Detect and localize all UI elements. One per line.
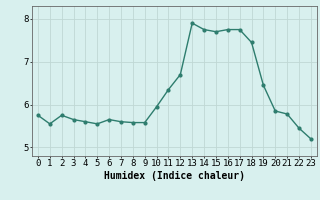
X-axis label: Humidex (Indice chaleur): Humidex (Indice chaleur) [104, 171, 245, 181]
